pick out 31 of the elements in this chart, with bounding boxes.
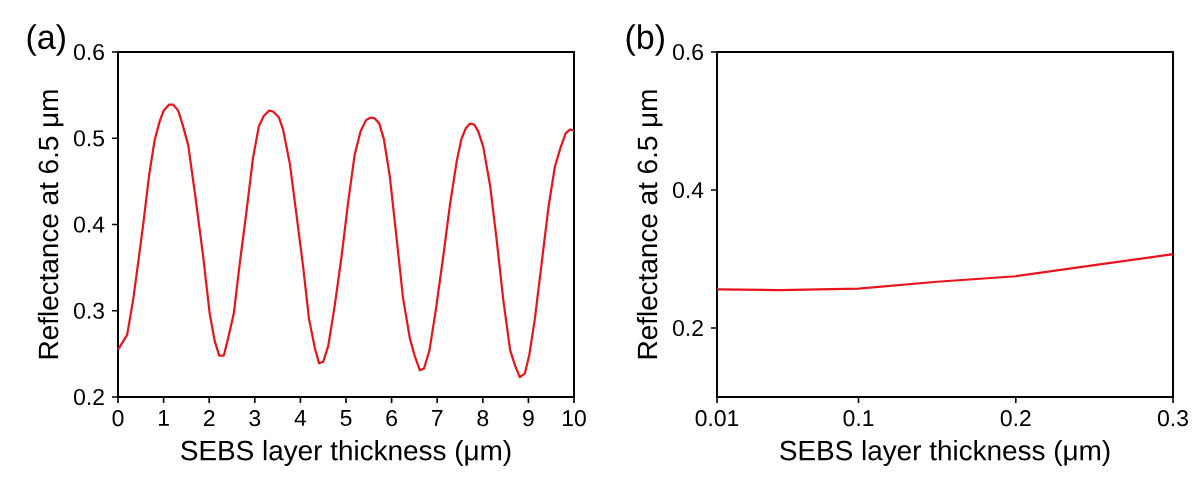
x-tick-label: 5 (340, 410, 352, 427)
x-tick-label: 7 (432, 410, 443, 426)
x-tick-label: 0 (112, 410, 124, 427)
x-tick-label: 9 (523, 410, 534, 427)
x-axis-title: SEBS layer thickness (μm) (181, 439, 511, 466)
x-tick-label: 6 (386, 410, 397, 427)
line-series (116, 103, 576, 379)
line-series (715, 253, 1175, 292)
x-tick-label: 0.2 (1000, 410, 1031, 427)
x-tick-label: 10 (563, 410, 586, 427)
y-tick-label: 0.4 (673, 181, 704, 199)
y-tick-label: 0.3 (74, 302, 104, 319)
x-tick-label: 0.3 (1157, 410, 1188, 427)
x-tick-label: 0.01 (695, 410, 739, 427)
y-tick-label: 0.6 (673, 43, 703, 61)
x-tick-label: 0.1 (843, 410, 874, 427)
chart-title: (a) (27, 24, 65, 56)
x-tick-label: 3 (249, 410, 261, 427)
x-tick-label: 8 (477, 410, 489, 427)
chart-title: (b) (626, 24, 664, 56)
y-axis-title: Reflectance at 6.5 μm (37, 90, 64, 359)
x-tick-label: 2 (203, 410, 215, 427)
y-tick-label: 0.6 (74, 43, 104, 61)
x-tick-label: 1 (158, 410, 169, 426)
y-tick-label: 0.2 (673, 319, 703, 337)
y-tick-label: 0.5 (74, 130, 104, 147)
y-tick-label: 0.4 (74, 216, 105, 233)
y-tick-label: 0.2 (74, 388, 104, 406)
x-tick-label: 4 (294, 410, 307, 426)
y-axis-title: Reflectance at 6.5 μm (636, 90, 663, 359)
x-axis-title: SEBS layer thickness (μm) (780, 439, 1110, 466)
